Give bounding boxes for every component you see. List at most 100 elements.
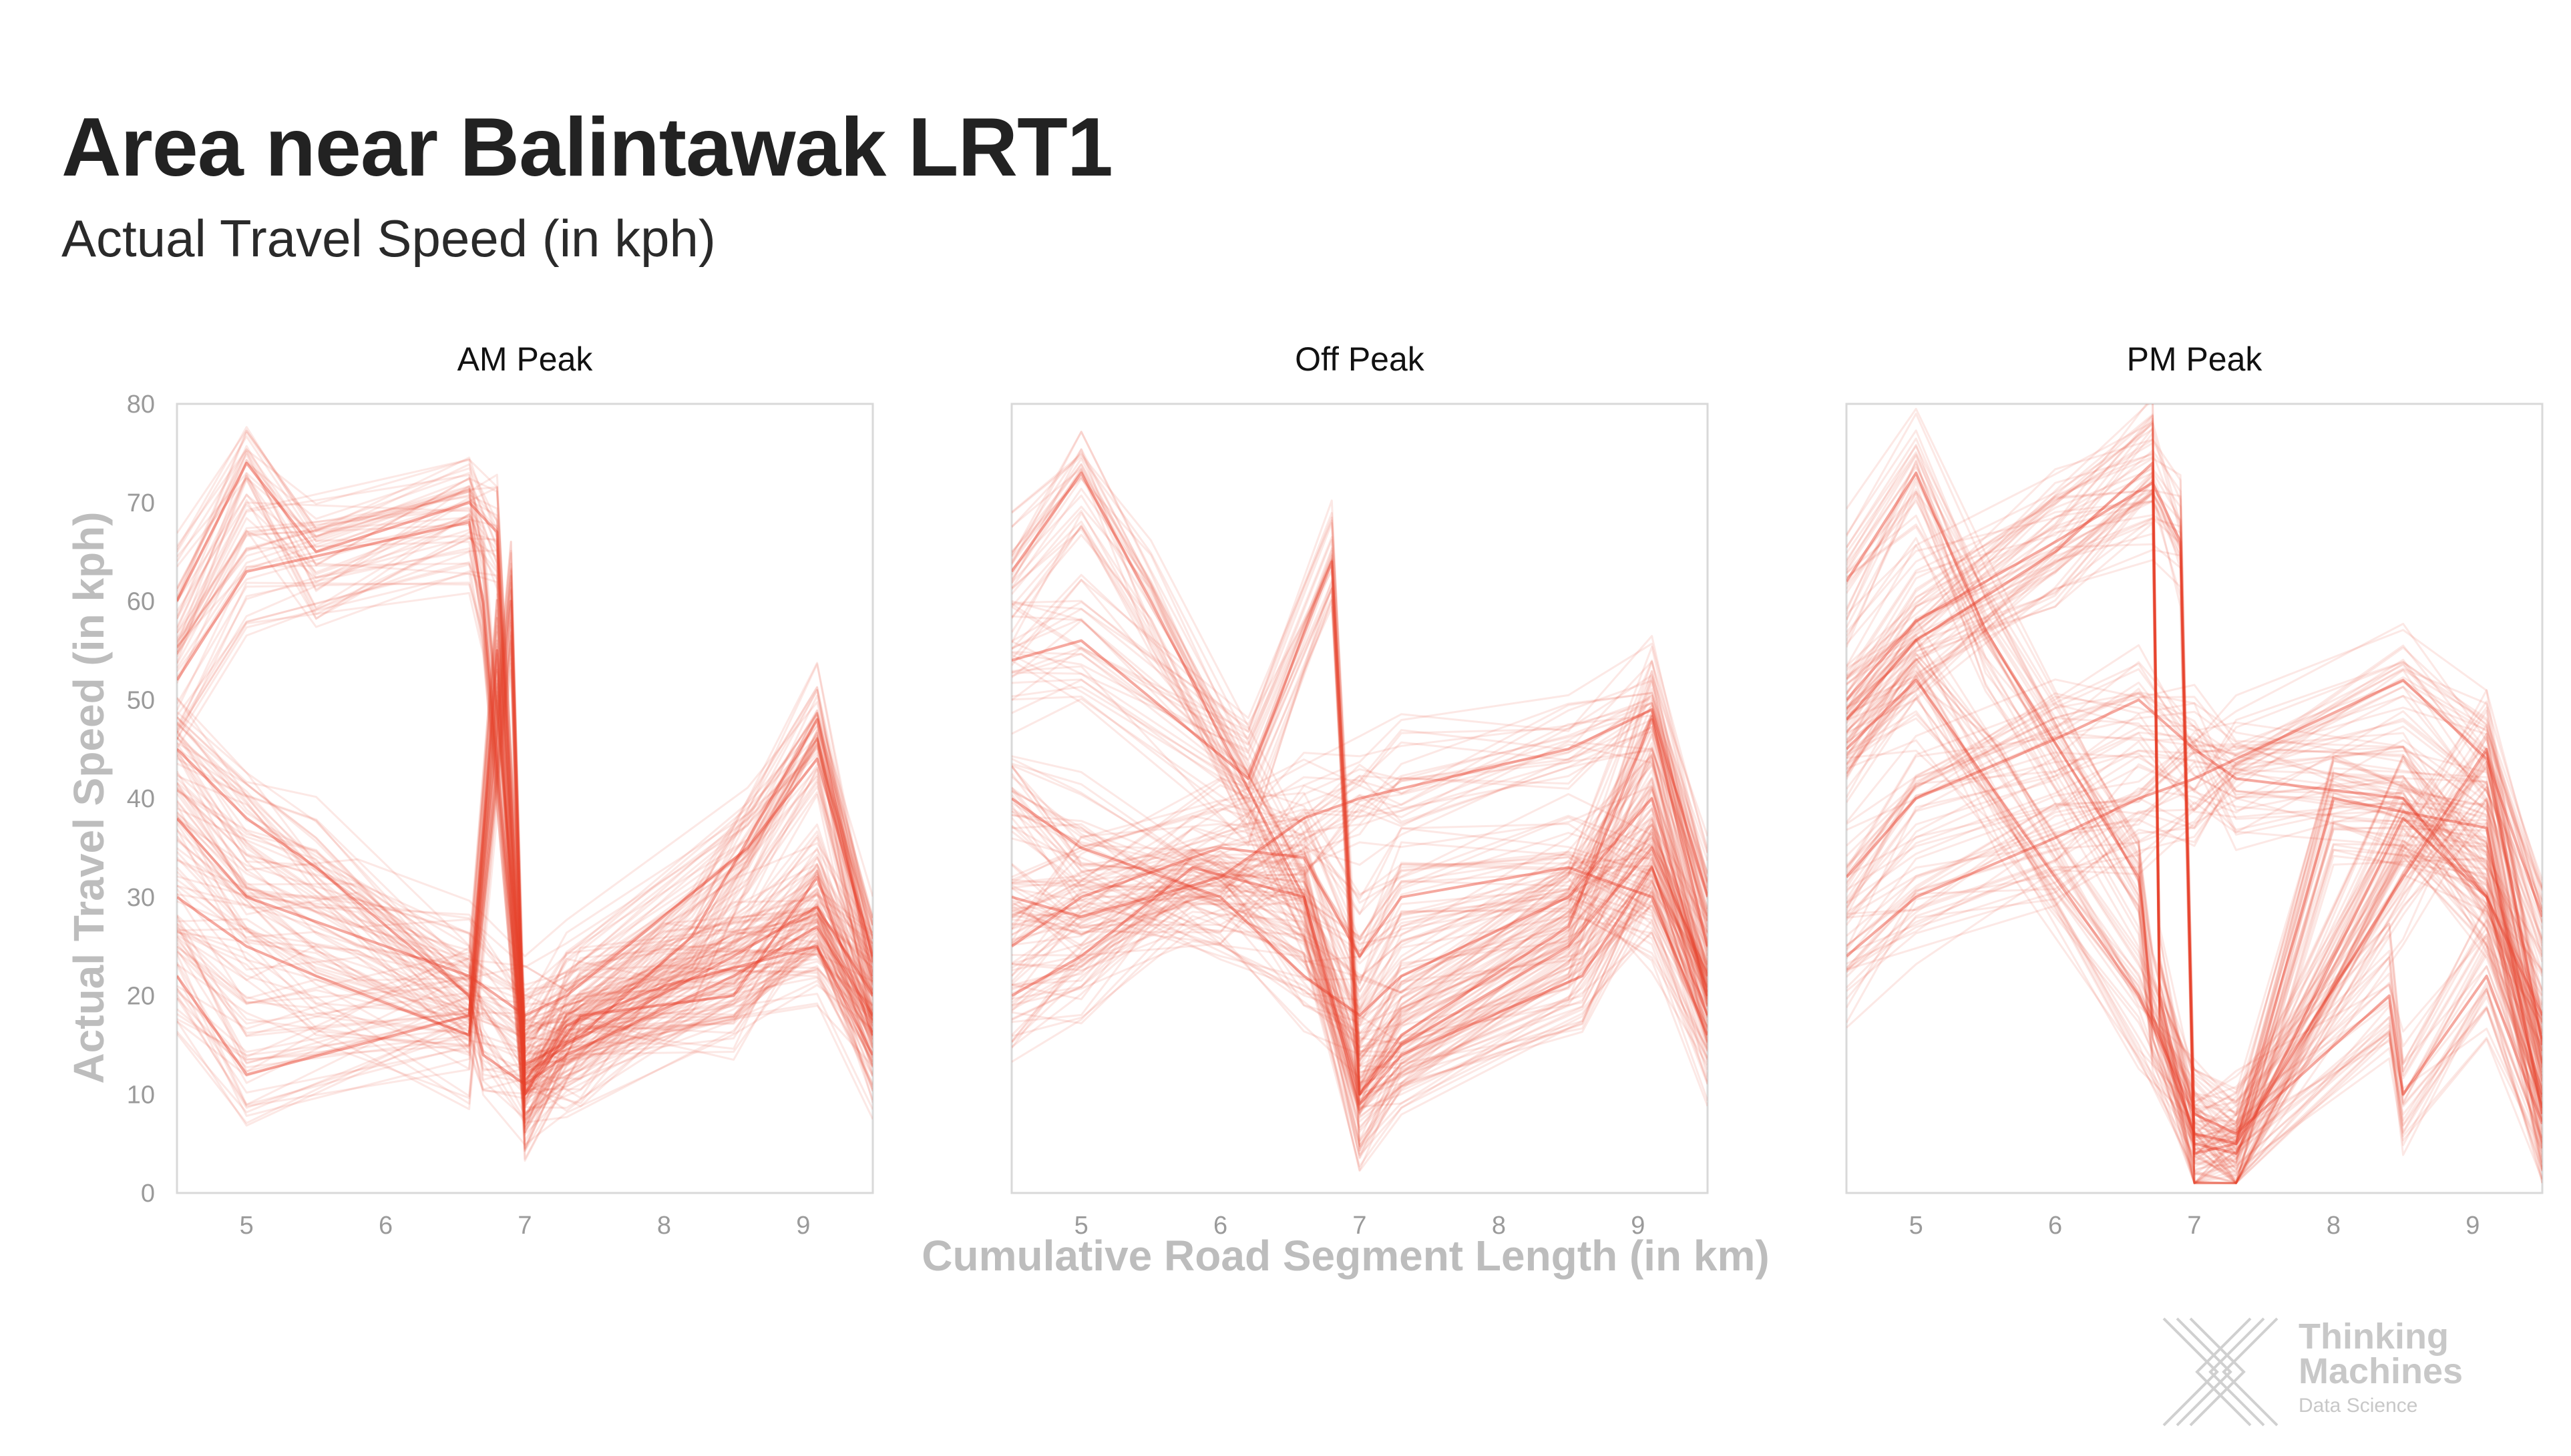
trip-line xyxy=(1846,471,2542,1184)
trip-line xyxy=(1846,543,2542,1184)
trip-line xyxy=(1846,492,2542,1145)
trip-line xyxy=(177,517,873,1080)
trip-line xyxy=(177,774,873,1085)
trip-line xyxy=(177,789,873,1078)
thinking-machines-logo-icon xyxy=(2162,1317,2279,1427)
trip-line xyxy=(1012,533,1708,1128)
trip-line xyxy=(1846,453,2542,1117)
x-tick-label: 9 xyxy=(1631,1212,1645,1240)
x-tick-label: 7 xyxy=(518,1212,532,1240)
trip-line xyxy=(1012,826,1708,1085)
panel-am-peak: AM Peak 5 6 7 8 9 0 10 20 30 40 50 60 70 80 xyxy=(127,340,874,1240)
trip-line xyxy=(1846,668,2542,973)
trip-line xyxy=(177,589,873,1069)
trip-line xyxy=(177,737,873,1071)
trip-line xyxy=(177,781,873,1100)
trip-line xyxy=(1846,684,2542,1013)
trip-line xyxy=(1846,688,2542,1035)
trip-line xyxy=(177,625,873,1037)
trip-line xyxy=(1012,843,1708,1006)
trip-line xyxy=(177,563,873,1095)
trip-line xyxy=(177,552,873,1083)
trip-line xyxy=(177,721,873,1081)
trip-line xyxy=(1012,710,1708,947)
trip-line xyxy=(1012,475,1708,1083)
trip-line xyxy=(1846,662,2542,959)
trip-line xyxy=(177,485,873,1043)
trip-line xyxy=(177,709,873,969)
x-tick-label: 8 xyxy=(2327,1212,2341,1240)
trip-line xyxy=(1846,639,2542,1104)
panel-title: Off Peak xyxy=(1295,340,1425,378)
trip-line xyxy=(1846,549,2542,1184)
trip-line xyxy=(1012,606,1708,1119)
panel-frame xyxy=(176,403,874,1194)
trip-line xyxy=(177,617,873,1045)
trip-line xyxy=(1012,794,1708,1055)
trip-line xyxy=(177,508,873,1036)
trip-line xyxy=(1846,664,2542,1128)
trip-line xyxy=(177,736,873,1083)
logo-text-machines: Machines xyxy=(2299,1351,2463,1391)
trip-line xyxy=(177,785,873,1028)
trip-line xyxy=(1012,803,1708,983)
x-tick-label: 7 xyxy=(1352,1212,1366,1240)
trip-line xyxy=(1846,657,2542,1133)
trip-line xyxy=(1846,492,2542,1164)
trip-line xyxy=(1846,710,2542,977)
series-line xyxy=(1846,678,2542,957)
trip-line xyxy=(177,716,873,1035)
trip-line xyxy=(177,453,873,1065)
trip-line xyxy=(177,448,873,1009)
trip-line xyxy=(1846,514,2542,1184)
trip-line xyxy=(1012,857,1708,1105)
trip-line xyxy=(1012,505,1708,1085)
trip-line xyxy=(1846,471,2542,1142)
trip-line xyxy=(1846,418,2542,1166)
trip-line xyxy=(1012,740,1708,951)
trip-line xyxy=(1012,477,1708,1053)
trip-line xyxy=(1846,692,2542,1033)
trip-line xyxy=(1012,587,1708,1092)
series-group xyxy=(177,426,873,1162)
trip-line xyxy=(1012,569,1708,1096)
trip-line xyxy=(1012,470,1708,1091)
trip-line xyxy=(1846,752,2542,1067)
trip-line xyxy=(177,541,873,1093)
trip-line xyxy=(1012,560,1708,1070)
trip-line xyxy=(1846,703,2542,1025)
trip-line xyxy=(1846,438,2542,1134)
trip-line xyxy=(1012,859,1708,1116)
trip-line xyxy=(177,599,873,1094)
trip-line xyxy=(1846,695,2542,971)
trip-line xyxy=(1846,408,2542,1126)
trip-line xyxy=(1012,559,1708,1087)
trip-line xyxy=(1846,525,2542,1184)
trip-line xyxy=(1846,439,2542,1151)
x-axis-title: Cumulative Road Segment Length (in km) xyxy=(922,1232,1769,1280)
trip-line xyxy=(177,622,873,1089)
trip-line xyxy=(1846,491,2542,1172)
trip-line xyxy=(1846,415,2542,1142)
trip-line xyxy=(177,639,873,1103)
trip-line xyxy=(1846,750,2542,1023)
trip-line xyxy=(1846,661,2542,992)
trip-line xyxy=(177,744,873,1022)
trip-line xyxy=(1012,786,1708,1048)
trip-line xyxy=(1012,754,1708,1020)
trip-line xyxy=(1846,533,2542,1184)
trip-line xyxy=(1846,629,2542,919)
trip-line xyxy=(1012,868,1708,1172)
trip-line xyxy=(1846,694,2542,989)
trip-line xyxy=(1846,745,2542,992)
trip-line xyxy=(177,541,873,1058)
trip-line xyxy=(1846,500,2542,1184)
trip-line xyxy=(177,639,873,1124)
trip-line xyxy=(1012,536,1708,1096)
trip-line xyxy=(1846,669,2542,973)
trip-line xyxy=(177,572,873,1124)
trip-line xyxy=(1012,828,1708,1058)
trip-line xyxy=(1846,499,2542,1158)
trip-line xyxy=(1846,432,2542,1139)
trip-line xyxy=(1012,524,1708,1159)
